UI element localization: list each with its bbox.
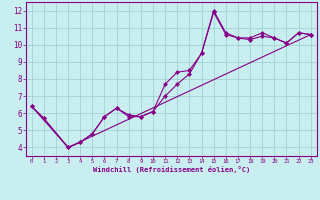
X-axis label: Windchill (Refroidissement éolien,°C): Windchill (Refroidissement éolien,°C) bbox=[92, 166, 250, 173]
